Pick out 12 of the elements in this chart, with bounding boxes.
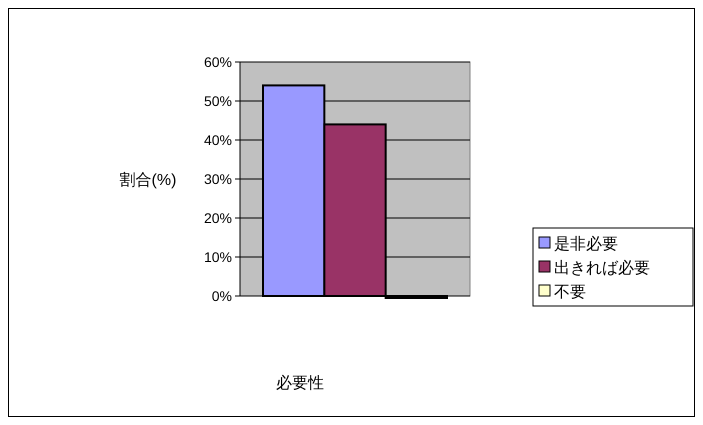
y-tick-label: 20% — [204, 210, 232, 226]
legend-label: 不要 — [554, 284, 586, 301]
y-axis-title: 割合(%) — [120, 171, 176, 189]
y-tick-label: 60% — [204, 54, 232, 70]
y-tick-label: 0% — [212, 288, 232, 304]
legend-label: 出きれば必要 — [554, 259, 650, 277]
y-tick-label: 50% — [204, 93, 232, 109]
y-tick-label: 10% — [204, 249, 232, 265]
x-axis-title: 必要性 — [276, 374, 324, 392]
y-tick-label: 30% — [204, 171, 232, 187]
y-tick-label: 40% — [204, 132, 232, 148]
legend-label: 是非必要 — [554, 235, 618, 253]
